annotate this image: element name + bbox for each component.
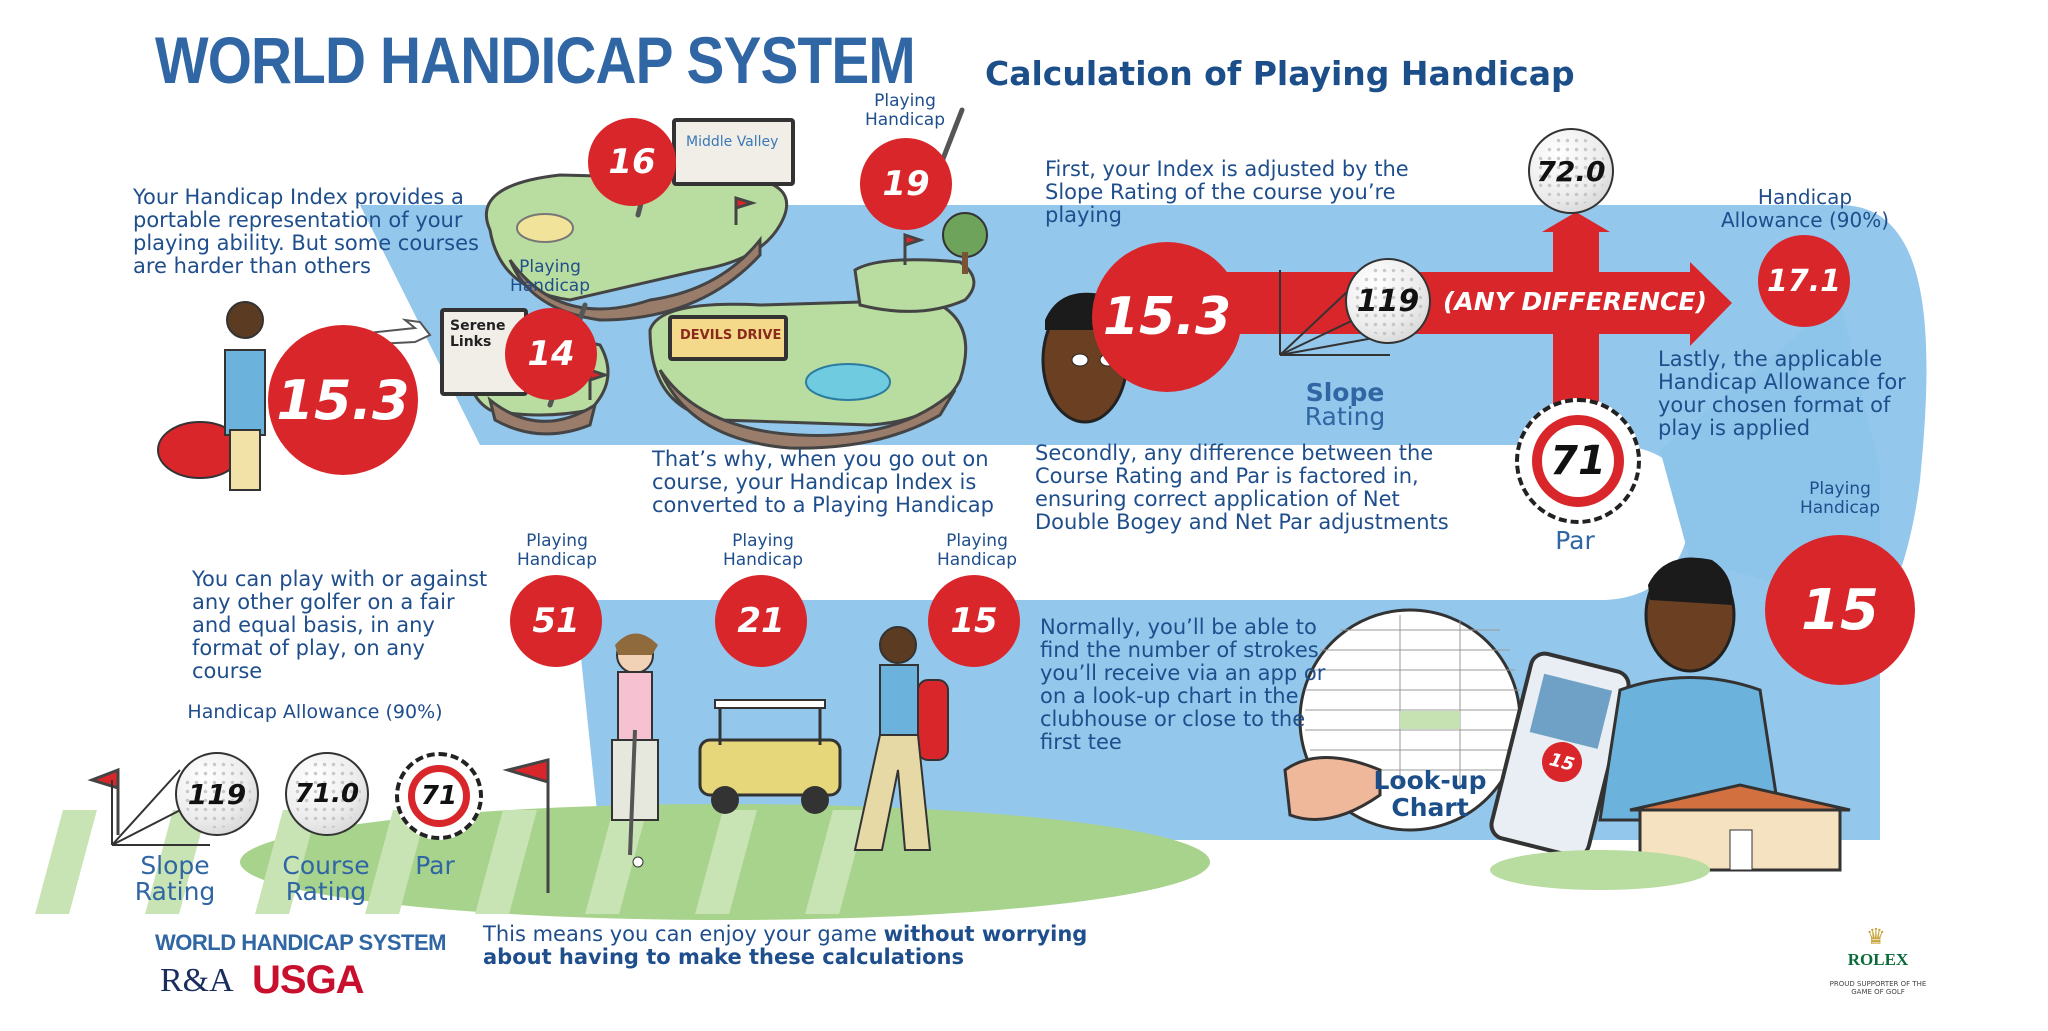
first-step-text: First, your Index is adjusted by the Slo… <box>1045 157 1409 227</box>
course-rating-ball-bottom: 71.0 <box>285 752 369 836</box>
enjoy-text: This means you can enjoy your game witho… <box>483 923 1103 969</box>
course-rating-bottom-value: 71.0 <box>294 779 360 809</box>
par-label-top: Par <box>1555 526 1595 555</box>
label-playing-handicap-a: Playing Handicap <box>516 531 598 570</box>
page-title: Calculation of Playing Handicap <box>985 54 1575 93</box>
label-playing-handicap-final: Playing Handicap <box>1799 479 1881 518</box>
slope-label-bottom: Slope <box>140 851 210 880</box>
ph-circle-devils-drive: 19 <box>860 138 952 230</box>
rating-label-top: Rating <box>1304 402 1386 431</box>
chart-label: Chart <box>1391 793 1469 822</box>
sign-middle-valley-text: Middle Valley <box>686 134 779 150</box>
island-middle-valley <box>484 173 789 322</box>
final-ph-circle: 15 <box>1765 535 1915 685</box>
sign-devils-drive: DEVILS DRIVE <box>668 315 788 361</box>
golf-cart-illustration <box>698 699 842 814</box>
lookup-chart-illustration <box>1283 608 1522 832</box>
enjoy-prefix: This means you can enjoy your game <box>483 922 884 946</box>
normally-text: Normally, you’ll be able to find the num… <box>1040 615 1326 754</box>
slope-label-top: Slope <box>1305 378 1385 407</box>
intro-text: Your Handicap Index provides a portable … <box>133 185 479 278</box>
woman-golfer-illustration <box>611 633 659 868</box>
lookup-label: Look-up <box>1373 766 1487 795</box>
par-marker-top: 71 <box>1515 398 1641 524</box>
ph-circle-serene-links: 14 <box>505 308 597 400</box>
enjoy-bold: without worrying about having to make th… <box>483 922 1088 969</box>
man-right-illustration <box>1598 557 1782 822</box>
last-step-text: Lastly, the applicable Handicap Allowanc… <box>1658 347 1906 440</box>
sign-devils-drive-text: DEVILS DRIVE <box>680 328 782 343</box>
allowance-result-circle: 17.1 <box>1758 235 1850 327</box>
golfer-a-circle: 51 <box>510 575 602 667</box>
rating-label-bottom: Rating <box>134 877 216 906</box>
slope-rating-ball: 119 <box>1345 258 1431 344</box>
crown-icon: ♛ <box>1866 925 1886 950</box>
label-playing-handicap-devils: Playing Handicap <box>864 91 946 130</box>
label-playing-handicap-serene: Playing Handicap <box>509 257 591 296</box>
course-label-bottom: Course <box>282 851 370 880</box>
label-handicap-allowance-top: Handicap Allowance (90%) <box>1720 185 1890 232</box>
course-rating-ball: 72.0 <box>1528 128 1614 214</box>
ra-logo: R&A <box>160 962 234 999</box>
ph-circle-middle-valley: 16 <box>588 118 676 206</box>
course-rating-label-bottom: Rating <box>285 877 367 906</box>
red-arrow <box>1200 212 1732 430</box>
par-label-bottom: Par <box>415 851 455 880</box>
footer-brand: WORLD HANDICAP SYSTEM <box>155 930 447 955</box>
slope-ball-bottom: 119 <box>175 752 259 836</box>
golfer-illustration-left <box>157 301 266 491</box>
label-playing-handicap-b: Playing Handicap <box>722 531 804 570</box>
slope-rating-value: 119 <box>1356 283 1420 319</box>
sign-serene-text: Serene <box>450 318 506 334</box>
sign-links-text: Links <box>450 334 492 350</box>
label-handicap-allowance-bottom: Handicap Allowance (90%) <box>187 701 443 723</box>
clubhouse-illustration <box>1490 783 1851 890</box>
sign-middle-valley: Middle Valley <box>672 118 795 186</box>
par-value-bottom: 71 <box>407 764 471 828</box>
label-playing-handicap-c: Playing Handicap <box>936 531 1018 570</box>
second-step-text: Secondly, any difference between the Cou… <box>1035 441 1449 534</box>
rolex-logo: ROLEX <box>1847 950 1909 969</box>
par-marker-bottom: 71 <box>395 752 483 840</box>
golfer-b-circle: 21 <box>715 575 807 667</box>
any-difference-label: (ANY DIFFERENCE) <box>1443 287 1707 316</box>
fair-play-text: You can play with or against any other g… <box>192 567 488 683</box>
course-rating-value: 72.0 <box>1536 154 1606 188</box>
rolex-tagline: PROUD SUPPORTER OF THE GAME OF GOLF <box>1829 980 1927 996</box>
slope-bottom-value: 119 <box>187 777 247 811</box>
golfer-c-circle: 15 <box>928 575 1020 667</box>
index-circle: 15.3 <box>268 325 418 475</box>
converted-text: That’s why, when you go out on course, y… <box>652 447 994 517</box>
man-golfer-illustration <box>853 626 949 851</box>
index-main-circle: 15.3 <box>1092 242 1242 392</box>
brand-title: WORLD HANDICAP SYSTEM <box>155 23 916 97</box>
usga-logo: USGA <box>252 958 365 1002</box>
par-value-top: 71 <box>1531 414 1625 508</box>
